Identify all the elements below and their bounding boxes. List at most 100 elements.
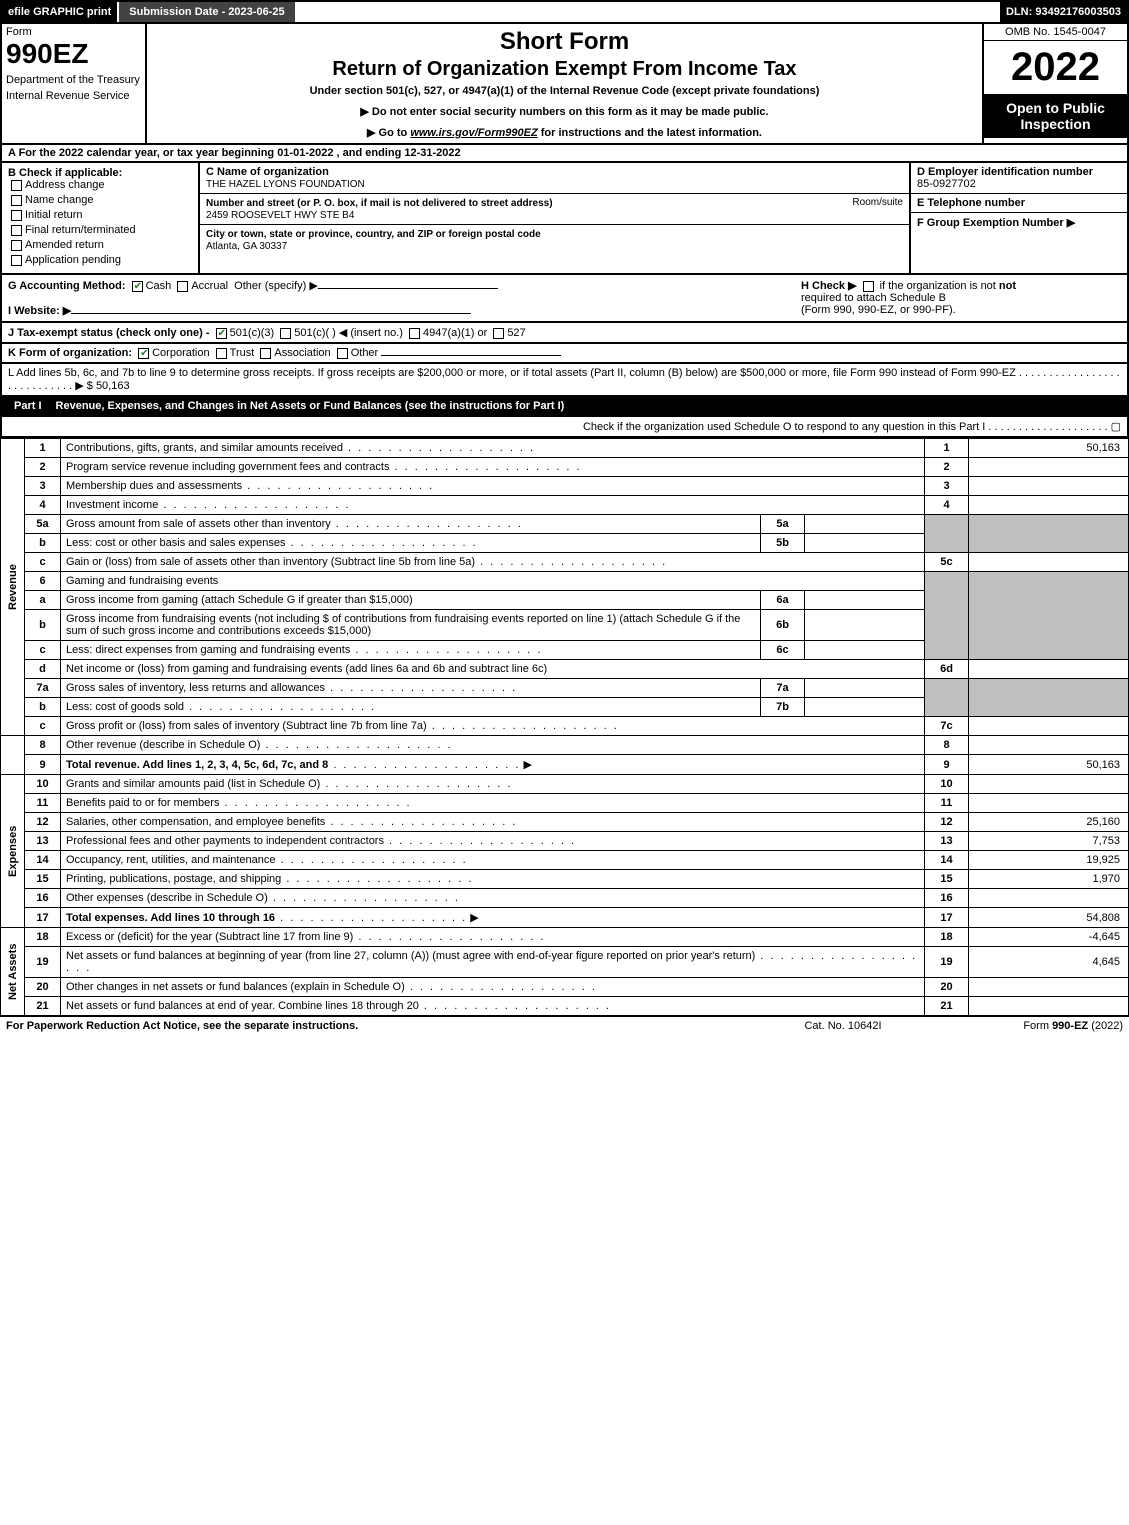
footer-left: For Paperwork Reduction Act Notice, see … <box>6 1020 743 1032</box>
irs-link[interactable]: www.irs.gov/Form990EZ <box>410 127 537 139</box>
part1-table: Revenue 1 Contributions, gifts, grants, … <box>0 438 1129 1016</box>
part1-title: Revenue, Expenses, and Changes in Net As… <box>56 400 565 412</box>
c-city-row: City or town, state or province, country… <box>200 225 909 255</box>
chk-trust[interactable] <box>216 348 227 359</box>
chk-assoc[interactable] <box>260 348 271 359</box>
c-name-row: C Name of organization THE HAZEL LYONS F… <box>200 163 909 194</box>
revenue-side-label: Revenue <box>1 439 25 736</box>
section-a: A For the 2022 calendar year, or tax yea… <box>0 145 1129 163</box>
line-8: 8 Other revenue (describe in Schedule O)… <box>1 736 1129 755</box>
c-addr-label: Number and street (or P. O. box, if mail… <box>206 198 553 209</box>
e-tel-label: E Telephone number <box>917 197 1025 209</box>
line-19: 19 Net assets or fund balances at beginn… <box>1 947 1129 978</box>
section-h: H Check ▶ if the organization is not not… <box>801 279 1121 317</box>
other-org-field[interactable] <box>381 355 561 356</box>
chk-accrual[interactable] <box>177 281 188 292</box>
line-11: 11 Benefits paid to or for members 11 <box>1 794 1129 813</box>
chk-4947[interactable] <box>409 328 420 339</box>
h-text1: if the organization is not not <box>880 280 1016 292</box>
ssn-note: ▶ Do not enter social security numbers o… <box>155 105 974 118</box>
goto-pre: ▶ Go to <box>367 127 410 139</box>
section-c: C Name of organization THE HAZEL LYONS F… <box>200 163 909 273</box>
e-tel-row: E Telephone number <box>911 194 1127 213</box>
part1-label: Part I <box>8 400 48 412</box>
d-ein-label: D Employer identification number <box>917 166 1093 178</box>
c-name-label: C Name of organization <box>206 166 329 178</box>
header-left: Form 990EZ Department of the Treasury In… <box>1 24 146 144</box>
info-cd: C Name of organization THE HAZEL LYONS F… <box>200 163 1127 273</box>
section-def: D Employer identification number 85-0927… <box>909 163 1127 273</box>
line-17: 17 Total expenses. Add lines 10 through … <box>1 908 1129 928</box>
line-10: Expenses 10 Grants and similar amounts p… <box>1 775 1129 794</box>
f-group-label: F Group Exemption Number ▶ <box>917 217 1075 229</box>
org-name: THE HAZEL LYONS FOUNDATION <box>206 179 365 190</box>
h-text2: required to attach Schedule B <box>801 292 946 304</box>
line-3: 3 Membership dues and assessments 3 <box>1 477 1129 496</box>
chk-final-return[interactable]: Final return/terminated <box>8 224 192 236</box>
dept-irs: Internal Revenue Service <box>6 90 141 102</box>
expenses-side-label: Expenses <box>1 775 25 928</box>
chk-initial-return[interactable]: Initial return <box>8 209 192 221</box>
chk-501c3[interactable] <box>216 328 227 339</box>
line-20: 20 Other changes in net assets or fund b… <box>1 978 1129 997</box>
open-to-public: Open to Public Inspection <box>984 94 1127 138</box>
section-j: J Tax-exempt status (check only one) - 5… <box>0 323 1129 344</box>
form-header: Form 990EZ Department of the Treasury In… <box>0 24 1129 145</box>
footer-right: Form 990-EZ (2022) <box>943 1020 1123 1032</box>
insp-line1: Open to Public <box>988 100 1123 116</box>
line-12: 12 Salaries, other compensation, and emp… <box>1 813 1129 832</box>
chk-501c[interactable] <box>280 328 291 339</box>
chk-address-change[interactable]: Address change <box>8 179 192 191</box>
title-exempt: Return of Organization Exempt From Incom… <box>155 58 974 81</box>
g-label: G Accounting Method: <box>8 280 126 292</box>
tax-year: 2022 <box>984 41 1127 94</box>
form-number: 990EZ <box>6 38 141 70</box>
room-label: Room/suite <box>852 197 903 208</box>
submission-date: Submission Date - 2023-06-25 <box>117 2 294 22</box>
website-field[interactable] <box>71 313 471 314</box>
org-city: Atlanta, GA 30337 <box>206 241 287 252</box>
part1-header: Part I Revenue, Expenses, and Changes in… <box>0 397 1129 417</box>
header-right: OMB No. 1545-0047 2022 Open to Public In… <box>983 24 1128 144</box>
j-pre: J Tax-exempt status (check only one) - <box>8 327 213 339</box>
line-16: 16 Other expenses (describe in Schedule … <box>1 889 1129 908</box>
chk-corp[interactable] <box>138 348 149 359</box>
chk-amended[interactable]: Amended return <box>8 239 192 251</box>
chk-other-org[interactable] <box>337 348 348 359</box>
line-21: 21 Net assets or fund balances at end of… <box>1 997 1129 1016</box>
section-b: B Check if applicable: Address change Na… <box>2 163 200 273</box>
line-7a: 7a Gross sales of inventory, less return… <box>1 679 1129 698</box>
line-5c: c Gain or (loss) from sale of assets oth… <box>1 553 1129 572</box>
efile-label: efile GRAPHIC print <box>2 2 117 22</box>
line-6d: d Net income or (loss) from gaming and f… <box>1 660 1129 679</box>
section-g: G Accounting Method: Cash Accrual Other … <box>8 279 801 317</box>
h-text3: (Form 990, 990-EZ, or 990-PF). <box>801 304 956 316</box>
chk-name-change[interactable]: Name change <box>8 194 192 206</box>
line-7c: c Gross profit or (loss) from sales of i… <box>1 717 1129 736</box>
section-l: L Add lines 5b, 6c, and 7b to line 9 to … <box>0 364 1129 397</box>
line-6: 6 Gaming and fundraising events <box>1 572 1129 591</box>
chk-schedb[interactable] <box>863 281 874 292</box>
goto-note: ▶ Go to www.irs.gov/Form990EZ for instru… <box>155 126 974 139</box>
f-group-row: F Group Exemption Number ▶ <box>911 213 1127 261</box>
section-k: K Form of organization: Corporation Trus… <box>0 344 1129 364</box>
ein-value: 85-0927702 <box>917 178 976 190</box>
form-word: Form <box>6 26 141 38</box>
i-label: I Website: ▶ <box>8 305 71 317</box>
line-14: 14 Occupancy, rent, utilities, and maint… <box>1 851 1129 870</box>
chk-app-pending[interactable]: Application pending <box>8 254 192 266</box>
chk-527[interactable] <box>493 328 504 339</box>
line-5a: 5a Gross amount from sale of assets othe… <box>1 515 1129 534</box>
b-label: B Check if applicable: <box>8 167 192 179</box>
line-4: 4 Investment income 4 <box>1 496 1129 515</box>
line-2: 2 Program service revenue including gove… <box>1 458 1129 477</box>
title-short-form: Short Form <box>155 28 974 56</box>
subtitle: Under section 501(c), 527, or 4947(a)(1)… <box>155 85 974 97</box>
chk-cash[interactable] <box>132 281 143 292</box>
top-bar: efile GRAPHIC print Submission Date - 20… <box>0 0 1129 24</box>
h-label: H Check ▶ <box>801 280 857 292</box>
other-specify[interactable] <box>318 288 498 289</box>
topbar-spacer <box>295 2 1000 22</box>
dept-treasury: Department of the Treasury <box>6 74 141 86</box>
insp-line2: Inspection <box>988 116 1123 132</box>
